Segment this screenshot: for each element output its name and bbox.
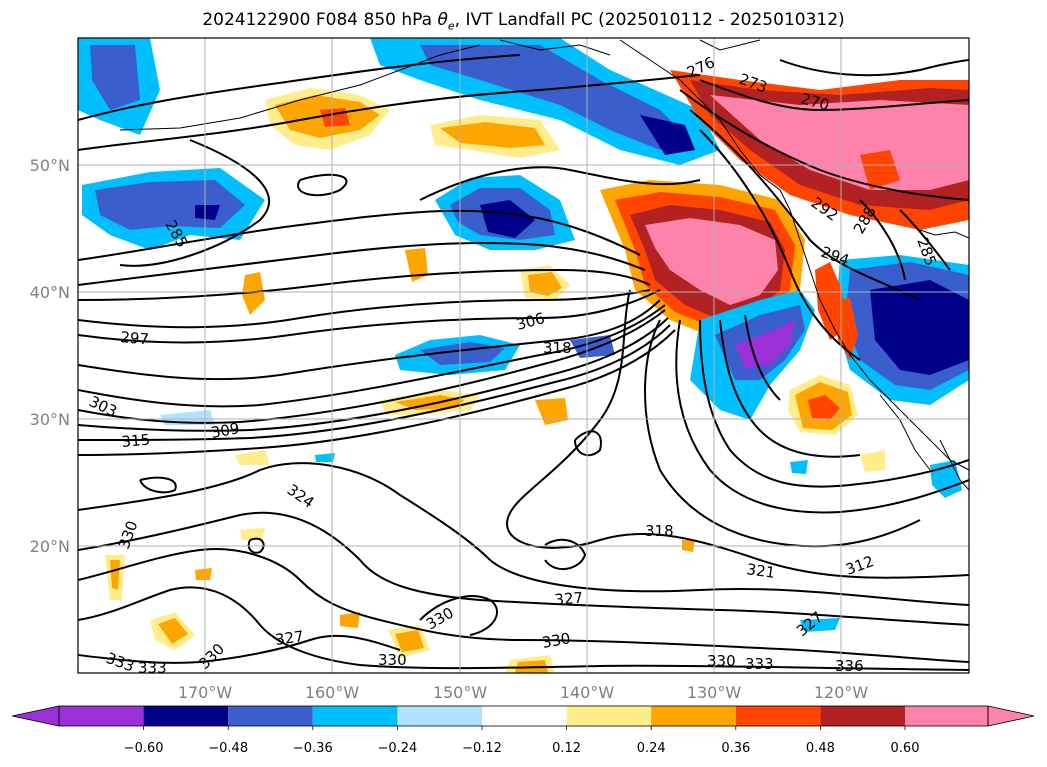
- lon-label: 140°W: [560, 683, 615, 702]
- contour-label: 318: [543, 339, 572, 357]
- map-frame: [77, 37, 970, 674]
- colorbar-ticks: [143, 726, 906, 730]
- contour-label: 336: [835, 657, 864, 675]
- colorbar-segment: [397, 706, 482, 726]
- contour-label: 333: [745, 655, 774, 673]
- lon-label: 130°W: [687, 683, 742, 702]
- contour-label: 330: [707, 652, 736, 670]
- lon-label: 160°W: [305, 683, 360, 702]
- contour-label: 327: [554, 589, 584, 609]
- colorbar-label: 0.12: [552, 741, 581, 756]
- shaded-ivt-pc: [78, 38, 969, 673]
- contour-label: 333: [138, 659, 167, 677]
- longitude-labels: 170°W 160°W 150°W 140°W 130°W 120°W: [178, 683, 869, 702]
- colorbar-label: −0.12: [462, 741, 502, 756]
- colorbar-segment: [143, 706, 229, 726]
- lat-label: 40°N: [30, 283, 70, 302]
- contour-label: 330: [378, 651, 407, 669]
- colorbar-extend-high: [987, 705, 1035, 727]
- colorbar-label: −0.48: [208, 741, 248, 756]
- contour-label: 321: [745, 560, 776, 582]
- colorbar-extend-low: [11, 705, 60, 727]
- colorbar-label: 0.60: [891, 741, 920, 756]
- colorbar-segment: [905, 706, 988, 726]
- colorbar-segment: [482, 706, 567, 726]
- colorbar-label: 0.48: [806, 741, 835, 756]
- colorbar-segment: [59, 706, 144, 726]
- colorbar-segment: [651, 706, 736, 726]
- colorbar-outline: [58, 705, 989, 727]
- colorbar-segment: [228, 706, 313, 726]
- colorbar-label: −0.60: [124, 741, 164, 756]
- colorbar-segment: [820, 706, 905, 726]
- gridlines: [78, 38, 969, 673]
- lon-label: 170°W: [178, 683, 233, 702]
- colorbar-segment: [735, 706, 821, 726]
- lat-label: 20°N: [30, 537, 70, 556]
- latitude-labels: 50°N 40°N 30°N 20°N: [30, 156, 70, 556]
- colorbar-label: −0.36: [293, 741, 333, 756]
- contour-label: 309: [210, 419, 241, 442]
- contour-label: 327: [274, 627, 305, 649]
- lat-label: 30°N: [30, 410, 70, 429]
- lat-label: 50°N: [30, 156, 70, 175]
- contour-label: 330: [541, 629, 572, 652]
- contour-label: 315: [121, 431, 151, 451]
- lon-label: 150°W: [433, 683, 488, 702]
- contour-label: 318: [645, 522, 674, 540]
- colorbar-label: 0.24: [637, 741, 666, 756]
- lon-label: 120°W: [814, 683, 869, 702]
- plot-title: 2024122900 F084 850 hPa θe, IVT Landfall…: [202, 10, 845, 33]
- colorbar-label: −0.24: [377, 741, 417, 756]
- colorbar-label: 0.36: [721, 741, 750, 756]
- colorbar-segment: [566, 706, 652, 726]
- coastlines: [119, 39, 969, 491]
- contour-label: 297: [120, 328, 150, 348]
- colorbar-segment: [312, 706, 398, 726]
- colorbar: −0.60 −0.48 −0.36 −0.24 −0.12 0.12 0.24 …: [11, 705, 1035, 756]
